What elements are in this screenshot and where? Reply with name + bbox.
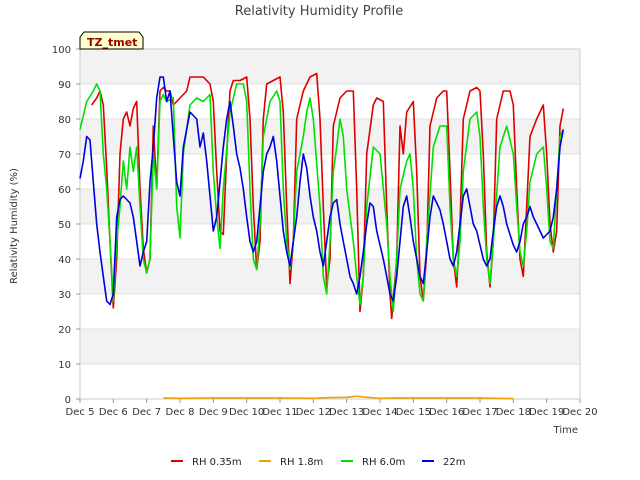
y-tick-label: 90 — [58, 80, 71, 91]
y-tick-label: 70 — [58, 150, 71, 161]
x-tick-label: Dec 16 — [429, 407, 464, 418]
x-tick-label: Dec 5 — [66, 407, 95, 418]
legend-label-22m: 22m — [443, 457, 465, 468]
series-line-rh-1-8m — [163, 395, 514, 400]
x-tick-label: Dec 14 — [362, 407, 397, 418]
grid-band — [80, 49, 580, 84]
x-tick-label: Dec 9 — [199, 407, 228, 418]
legend-label-rh-6-0m: RH 6.0m — [362, 457, 405, 468]
x-tick-label: Dec 7 — [132, 407, 161, 418]
station-tag-box — [79, 31, 144, 50]
x-tick-label: Dec 11 — [262, 407, 297, 418]
y-tick-label: 60 — [58, 185, 71, 196]
y-tick-label: 100 — [52, 45, 71, 56]
legend-label-rh-1-8m: RH 1.8m — [280, 457, 323, 468]
grid-band — [80, 329, 580, 364]
x-tick-label: Dec 20 — [562, 407, 597, 418]
y-tick-label: 50 — [58, 220, 71, 231]
y-tick-label: 30 — [58, 290, 71, 301]
x-tick-label: Dec 6 — [99, 407, 128, 418]
x-tick-label: Dec 10 — [229, 407, 264, 418]
y-tick-label: 80 — [58, 115, 71, 126]
x-tick-label: Dec 13 — [329, 407, 364, 418]
y-axis-title: Relativity Humidity (%) — [9, 168, 20, 284]
legend: RH 0.35m RH 1.8m RH 6.0m 22m — [171, 457, 465, 468]
station-tag-label: TZ_tmet — [87, 36, 137, 49]
y-tick-label: 20 — [58, 325, 71, 336]
series-lines — [79, 72, 565, 400]
x-tick-label: Dec 19 — [529, 407, 564, 418]
x-tick-label: Dec 12 — [296, 407, 331, 418]
x-tick-label: Dec 17 — [462, 407, 497, 418]
x-tick-label: Dec 18 — [496, 407, 531, 418]
x-tick-label: Dec 8 — [166, 407, 195, 418]
legend-label-rh-0-35m: RH 0.35m — [192, 457, 242, 468]
y-axis: 0 10 20 30 40 50 60 70 80 90 100 — [52, 45, 80, 406]
y-tick-label: 40 — [58, 255, 71, 266]
grid-bands — [80, 48, 580, 400]
station-tag: TZ_tmet — [79, 31, 144, 50]
chart-title: Relativity Humidity Profile — [235, 4, 403, 19]
y-tick-label: 0 — [65, 395, 71, 406]
x-axis-title: Time — [553, 425, 578, 436]
series-line-22m — [79, 76, 565, 306]
x-tick-label: Dec 15 — [396, 407, 431, 418]
series-line-rh-6-0m — [79, 83, 565, 313]
y-tick-label: 10 — [58, 360, 71, 371]
